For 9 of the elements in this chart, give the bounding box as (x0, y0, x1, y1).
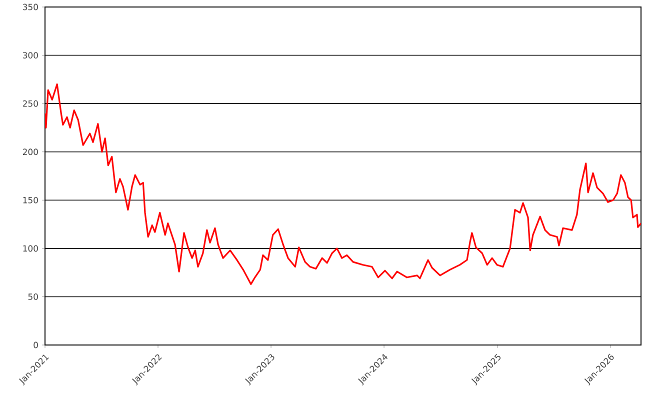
y-tick-label: 250 (22, 100, 38, 107)
y-tick-label: 100 (23, 245, 38, 252)
line-series (45, 83, 642, 285)
y-tick-label: 350 (22, 4, 38, 10)
y-tick-label: 50 (28, 294, 38, 300)
y-tick-label: 300 (22, 52, 38, 58)
y-tick-label: 200 (22, 148, 38, 156)
y-tick-label: 0 (34, 342, 38, 348)
y-tick-label: 150 (23, 196, 38, 204)
